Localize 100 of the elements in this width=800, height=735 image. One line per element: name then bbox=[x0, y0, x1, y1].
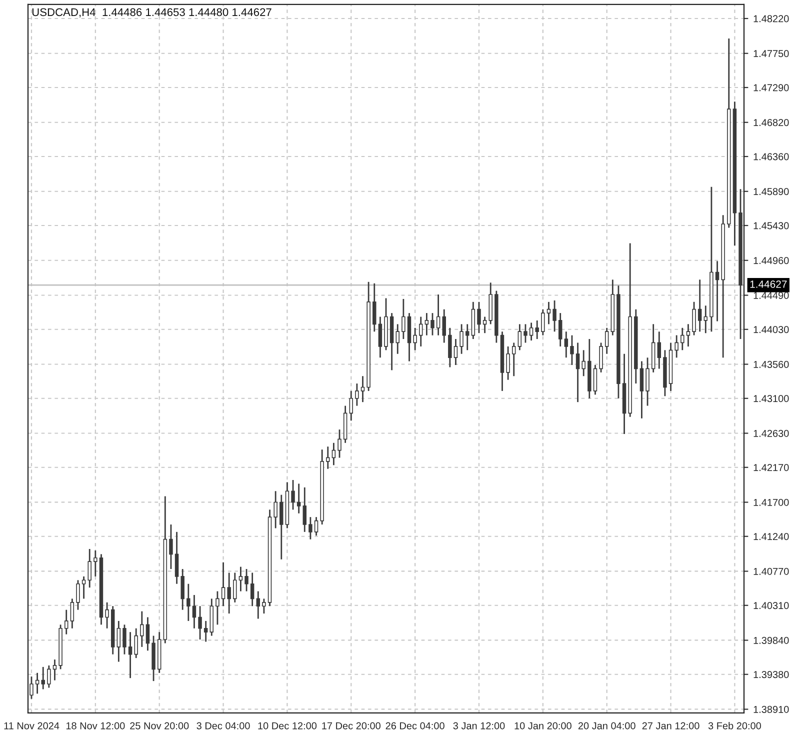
y-tick-label: 1.40770 bbox=[754, 568, 789, 575]
candlestick bbox=[506, 346, 510, 381]
candlestick bbox=[582, 349, 586, 377]
candlestick bbox=[47, 664, 51, 688]
candlestick bbox=[360, 375, 365, 403]
x-tick-label: 17 Dec 20:00 bbox=[322, 722, 380, 730]
candlestick bbox=[262, 598, 266, 614]
y-tick-label: 1.43560 bbox=[754, 360, 789, 368]
x-tick-label: 11 Nov 2024 bbox=[4, 722, 60, 730]
candlestick bbox=[454, 338, 458, 366]
candlestick bbox=[657, 330, 662, 370]
candlestick bbox=[216, 590, 220, 626]
x-tick-label: 18 Nov 12:00 bbox=[66, 722, 125, 730]
candlestick bbox=[302, 486, 307, 533]
y-tick-label: 1.44490 bbox=[754, 292, 789, 299]
candlestick bbox=[418, 316, 423, 348]
y-tick-label: 1.38910 bbox=[754, 706, 789, 713]
candlestick bbox=[70, 598, 74, 630]
candlestick bbox=[704, 304, 708, 334]
candlestick bbox=[105, 602, 109, 630]
candlestick bbox=[76, 579, 80, 611]
candlestick bbox=[465, 323, 470, 351]
candlestick bbox=[448, 327, 452, 368]
y-tick-label: 1.40310 bbox=[754, 602, 789, 610]
candlestick bbox=[250, 572, 254, 607]
candlestick bbox=[477, 301, 481, 334]
candlestick bbox=[174, 531, 179, 585]
candlestick bbox=[88, 548, 92, 588]
candlestick bbox=[413, 327, 417, 351]
y-tick-label: 1.46820 bbox=[754, 119, 789, 126]
candlestick bbox=[146, 616, 150, 652]
candlestick bbox=[378, 316, 382, 358]
candlestick bbox=[94, 550, 98, 578]
candlestick bbox=[227, 572, 231, 614]
candlestick bbox=[570, 334, 574, 366]
y-tick-label: 1.44960 bbox=[754, 257, 789, 264]
x-tick-label: 26 Dec 04:00 bbox=[386, 722, 444, 730]
candlestick bbox=[541, 308, 545, 336]
candlestick bbox=[140, 610, 144, 648]
candlestick bbox=[552, 300, 556, 332]
candlestick bbox=[686, 323, 690, 348]
candlestick bbox=[204, 620, 208, 642]
y-tick-label: 1.39840 bbox=[754, 636, 789, 644]
candlestick bbox=[291, 479, 295, 510]
candlestick bbox=[442, 308, 446, 344]
candlestick bbox=[256, 590, 260, 620]
candlestick bbox=[128, 631, 132, 679]
candlestick bbox=[715, 260, 720, 322]
x-tick-label: 10 Jan 20:00 bbox=[514, 722, 572, 730]
candlestick bbox=[349, 390, 354, 422]
candlestick bbox=[238, 566, 243, 592]
y-tick-label: 1.43100 bbox=[754, 395, 789, 402]
x-tick-label: 25 Nov 20:00 bbox=[130, 722, 189, 730]
x-tick-label: 3 Dec 04:00 bbox=[196, 722, 250, 730]
y-tick-label: 1.42170 bbox=[754, 464, 789, 472]
y-tick-label: 1.41700 bbox=[754, 498, 789, 506]
x-tick-label: 27 Jan 12:00 bbox=[642, 722, 700, 730]
candlestick bbox=[680, 327, 684, 351]
candlestick bbox=[326, 446, 330, 470]
candlestick bbox=[430, 312, 434, 336]
candlestick bbox=[134, 628, 138, 659]
candlestick bbox=[402, 298, 406, 340]
candlestick bbox=[221, 562, 226, 607]
y-tick-label: 1.46360 bbox=[754, 153, 789, 160]
y-tick-label: 1.44030 bbox=[754, 326, 789, 334]
x-tick-label: 10 Dec 12:00 bbox=[258, 722, 317, 730]
candlestick bbox=[180, 568, 184, 611]
candlestick bbox=[564, 330, 568, 358]
y-tick-label: 1.47750 bbox=[754, 50, 789, 58]
candlestick bbox=[314, 516, 318, 536]
y-tick-label: 1.39380 bbox=[754, 671, 789, 678]
candlestick bbox=[274, 490, 278, 529]
candlestick bbox=[535, 320, 539, 340]
candlestick bbox=[122, 624, 126, 656]
candlestick bbox=[576, 342, 580, 403]
candlestick bbox=[332, 442, 336, 466]
candlestick bbox=[338, 428, 342, 458]
candlestick bbox=[233, 572, 237, 604]
candlestick bbox=[186, 583, 190, 622]
y-tick-label: 1.47290 bbox=[754, 84, 789, 92]
candlestick bbox=[52, 658, 57, 681]
ref-line-label: 1.44627 bbox=[750, 280, 787, 288]
y-tick-label: 1.48220 bbox=[754, 15, 789, 22]
candlestick bbox=[396, 323, 400, 355]
y-tick-label: 1.45430 bbox=[754, 222, 789, 230]
candlestick bbox=[64, 609, 68, 635]
candlestick bbox=[372, 282, 376, 332]
candlestick bbox=[546, 301, 551, 325]
y-tick-label: 1.45890 bbox=[754, 188, 789, 196]
candlestick bbox=[30, 676, 34, 700]
candlestick bbox=[512, 342, 516, 377]
candlestick bbox=[674, 334, 678, 358]
y-tick-label: 1.42630 bbox=[754, 430, 789, 437]
candlestick bbox=[640, 360, 644, 420]
candlestick bbox=[82, 576, 86, 600]
candlestick bbox=[296, 483, 301, 514]
candlestick bbox=[558, 312, 562, 348]
x-tick-label: 20 Jan 04:00 bbox=[578, 722, 636, 730]
candlestick bbox=[460, 323, 464, 355]
candlestick bbox=[692, 301, 696, 336]
